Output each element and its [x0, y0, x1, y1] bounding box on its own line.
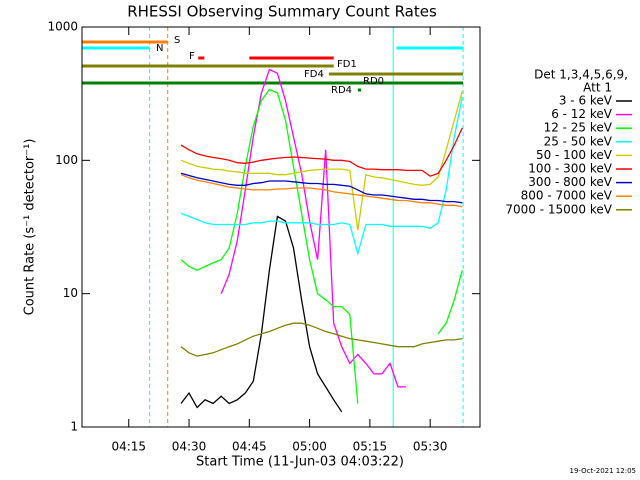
legend-label: 25 - 50 keV [544, 134, 613, 148]
legend-title: Det 1,3,4,5,6,9, [534, 68, 628, 82]
plot-frame [81, 26, 481, 428]
y-axis-label: Count Rate (s⁻¹ detector⁻¹) [23, 139, 38, 316]
series-line [180, 174, 463, 208]
x-tick-label: 05:30 [413, 440, 448, 454]
x-tick-label: 05:15 [353, 440, 388, 454]
legend-title: Att 1 [583, 81, 612, 95]
legend-label: 12 - 25 keV [544, 121, 613, 135]
series-line [180, 127, 463, 177]
y-tick-label: 1000 [47, 20, 78, 34]
y-tick-label: 10 [63, 286, 78, 300]
x-tick-label: 04:15 [111, 440, 146, 454]
legend-label: 7000 - 15000 keV [505, 202, 612, 216]
x-axis-label: Start Time (11-Jun-03 04:03:22) [196, 455, 404, 470]
chart-title: RHESSI Observing Summary Count Rates [127, 3, 437, 21]
x-tick-label: 04:45 [232, 440, 267, 454]
x-tick-label: 05:00 [292, 440, 327, 454]
x-tick-label: 04:30 [172, 440, 207, 454]
series-line [180, 88, 463, 404]
series-line [180, 96, 463, 256]
legend-label: 800 - 7000 keV [521, 189, 613, 203]
flag-label: RD4 [331, 85, 352, 96]
series-line [220, 68, 407, 388]
legend-label: 50 - 100 keV [536, 148, 613, 162]
series-line [180, 322, 463, 357]
legend-label: 300 - 800 keV [528, 175, 612, 189]
legend-label: 3 - 6 keV [559, 94, 613, 108]
series-line [180, 91, 463, 231]
flag-label: FD4 [304, 69, 324, 80]
legend-label: 6 - 12 keV [551, 107, 613, 121]
flag-label: F [189, 51, 195, 62]
flag-label: FD1 [337, 59, 357, 70]
footer: 19-Oct-2021 12:05 [570, 467, 636, 475]
y-tick-label: 1 [70, 420, 78, 434]
flag-label: S [174, 35, 180, 46]
flag-label: N [156, 43, 163, 54]
y-tick-label: 100 [55, 153, 78, 167]
legend-label: 100 - 300 keV [528, 162, 612, 176]
series-line [180, 172, 463, 204]
flag-label: RD0 [363, 76, 384, 87]
